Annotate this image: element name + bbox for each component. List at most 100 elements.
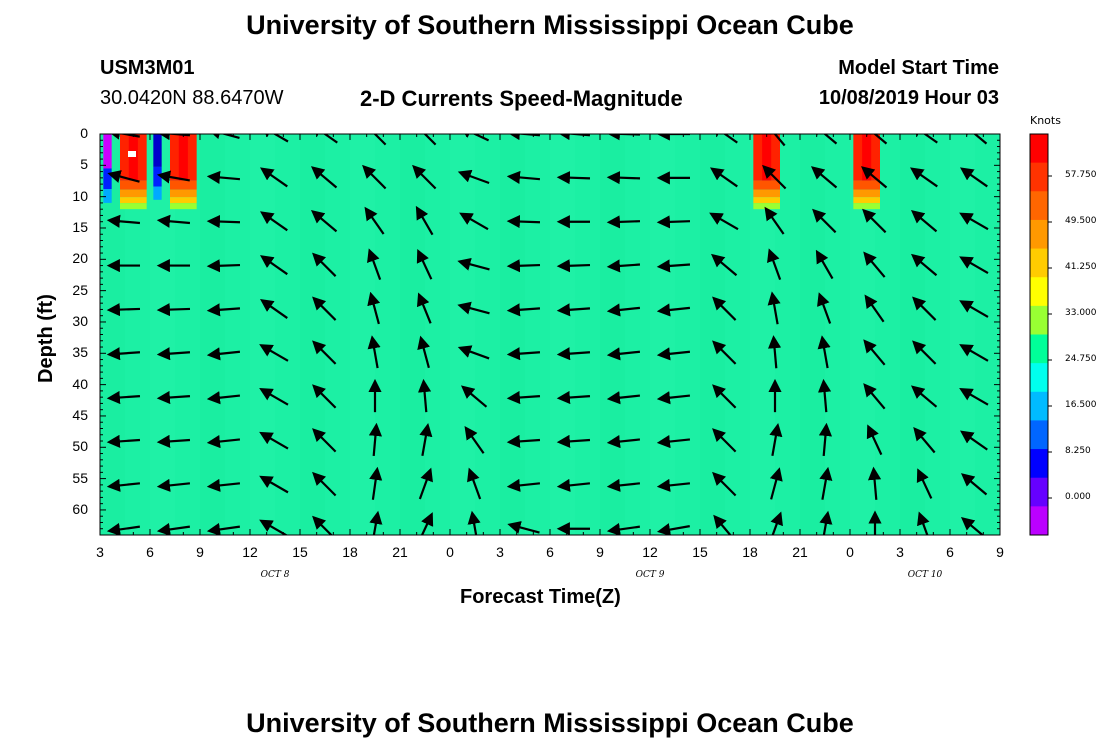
current-vector: [506, 259, 541, 273]
current-vector: [606, 522, 641, 535]
colorbar-swatch: [1030, 391, 1048, 421]
current-vector: [656, 259, 691, 273]
current-vector: [312, 340, 337, 365]
y-tick-label: 15: [72, 218, 88, 235]
x-tick-label: 3: [896, 544, 904, 560]
y-tick-label: 35: [72, 344, 88, 361]
band-mid: [853, 180, 880, 190]
current-vector: [864, 294, 885, 323]
x-tick-label: 18: [342, 544, 358, 560]
field-strip: [700, 134, 725, 535]
current-vector: [812, 208, 837, 234]
y-tick-label: 50: [72, 438, 88, 455]
current-vector: [260, 167, 288, 188]
x-tick-label: 3: [496, 544, 504, 560]
colorbar-tick-label: 0.000: [1065, 492, 1091, 502]
lowband-bottom: [153, 186, 162, 200]
current-vector: [106, 478, 141, 492]
current-vector: [206, 347, 241, 361]
current-vector: [713, 514, 732, 535]
footer-title: University of Southern Mississippi Ocean…: [246, 708, 854, 738]
current-vector: [863, 339, 886, 366]
x-tick-label: 3: [96, 544, 104, 560]
x-tick-label: 18: [742, 544, 758, 560]
station-coords: 30.0420N 88.6470W: [100, 87, 284, 109]
current-vector: [416, 248, 433, 280]
current-vector: [819, 466, 833, 500]
current-vector: [459, 212, 489, 231]
band-bottom: [853, 203, 880, 210]
current-vector: [467, 467, 482, 500]
current-vector: [656, 347, 691, 361]
colorbar-swatch: [1030, 305, 1048, 335]
current-vector: [960, 134, 988, 145]
current-vector: [770, 558, 780, 586]
current-vector: [560, 572, 590, 573]
current-vector: [312, 296, 337, 321]
band-bottom: [120, 203, 147, 210]
colorbar-tick-label: 16.500: [1065, 400, 1097, 410]
current-vector: [712, 428, 737, 453]
current-vector: [606, 434, 641, 449]
x-tick-label: 6: [546, 544, 554, 560]
current-vector: [960, 430, 988, 451]
field-strip: [350, 134, 375, 535]
current-vector: [206, 303, 241, 317]
band-mid: [170, 180, 197, 190]
current-vector: [866, 424, 883, 456]
lowband-bottom: [103, 189, 112, 203]
low-speed-band: [103, 134, 112, 203]
current-vector: [863, 383, 886, 410]
band-mid: [120, 180, 147, 190]
plot-title: 2-D Currents Speed-Magnitude: [360, 86, 683, 111]
y-tick-label: 0: [80, 125, 88, 141]
current-vector: [556, 478, 591, 492]
current-vector: [712, 340, 737, 365]
current-vector: [362, 134, 387, 146]
current-vector: [457, 345, 490, 360]
current-vector: [912, 340, 937, 365]
current-vector: [106, 347, 141, 361]
colorbar-tick-label: 41.250: [1065, 262, 1097, 272]
current-vector: [260, 211, 288, 232]
current-vector: [206, 259, 241, 273]
current-vector: [310, 209, 338, 233]
current-vector: [369, 510, 383, 535]
colorbar-swatch: [1030, 506, 1048, 536]
colorbar-swatch: [1030, 363, 1048, 393]
colorbar-swatch: [1030, 277, 1048, 307]
x-tick-label: 6: [946, 544, 954, 560]
current-vector: [156, 134, 191, 141]
colorbar-tick-label: 8.250: [1065, 446, 1091, 456]
current-vector: [917, 511, 930, 535]
current-vector: [362, 164, 387, 190]
x-tick-label: 9: [596, 544, 604, 560]
current-vector: [815, 249, 834, 280]
colorbar-swatch: [1030, 134, 1048, 164]
field-strip: [900, 134, 925, 535]
current-vector: [417, 335, 431, 369]
current-vector: [207, 134, 240, 140]
current-vector: [412, 164, 437, 190]
current-vector: [656, 523, 690, 535]
current-vector: [259, 431, 289, 450]
x-tick-label: 0: [446, 544, 454, 560]
current-vector: [959, 300, 989, 318]
field-strip: [600, 134, 625, 535]
band-low: [753, 189, 780, 198]
band-core-center: [862, 134, 872, 181]
current-vector: [506, 303, 541, 317]
current-vector: [464, 426, 485, 454]
current-vector: [556, 347, 591, 361]
current-vector: [762, 164, 787, 190]
y-tick-label: 20: [72, 250, 88, 267]
current-vector: [312, 252, 337, 277]
x-tick-label: 15: [692, 544, 708, 560]
current-vector: [259, 344, 289, 362]
colorbar-swatch: [1030, 477, 1048, 507]
high-speed-band: [753, 134, 780, 210]
current-vector: [418, 560, 433, 586]
day-label: OCT 9: [635, 570, 665, 580]
current-vector: [412, 134, 437, 146]
